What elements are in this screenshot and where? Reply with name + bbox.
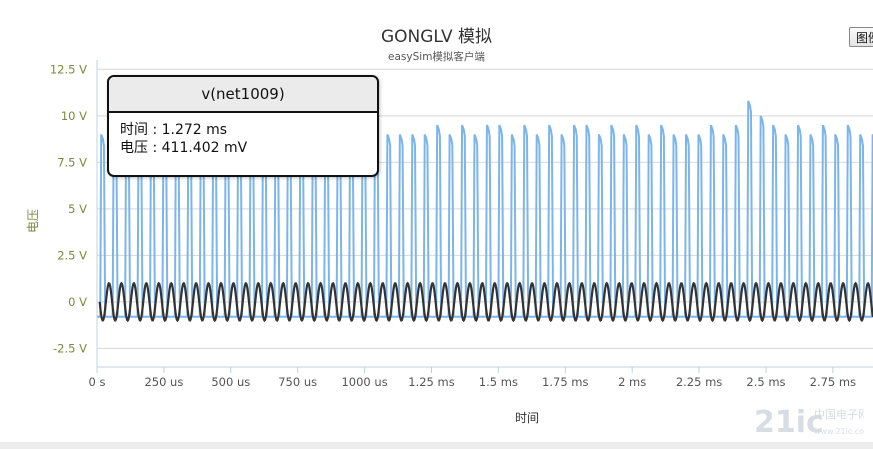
series-line-sine: [98, 281, 873, 323]
y-tick-label: 10 V: [61, 109, 87, 123]
y-axis-label: 电压: [26, 209, 40, 233]
y-tick-label: 0 V: [68, 295, 87, 309]
y-tick-label: 7.5 V: [57, 155, 87, 169]
x-tick-label: 250 us: [144, 375, 183, 389]
x-tick-label: 1000 us: [341, 375, 387, 389]
chart-subtitle: easySim模拟客户端: [388, 51, 485, 63]
x-tick-label: 1.75 ms: [542, 375, 588, 389]
legend-button[interactable]: 图例: [849, 27, 873, 47]
tooltip-series-name: v(net1009): [109, 77, 377, 113]
y-tick-label: 5 V: [68, 202, 87, 216]
y-tick-label: 12.5 V: [50, 62, 87, 76]
tooltip-voltage-label: 电压: [120, 140, 148, 156]
chart-title: GONGLV 模拟: [380, 27, 493, 47]
x-tick-label: 0 s: [89, 375, 106, 389]
x-tick-label: 1.5 ms: [479, 375, 518, 389]
watermark-url: www.21ic.com: [814, 427, 864, 436]
watermark-subtext: 中国电子网: [814, 408, 864, 421]
tick-labels: 12.5 V 10 V 7.5 V 5 V 2.5 V 0 V -2.5 V 0 s 250 u…: [50, 62, 856, 389]
watermark-text: 21ic: [754, 405, 824, 440]
x-tick-label: 2.75 ms: [810, 375, 856, 389]
data-tooltip: v(net1009) 时间 : 1.272 ms 电压 : 411.402 mV: [107, 75, 379, 177]
y-tick-label: 2.5 V: [57, 248, 87, 262]
x-tick-label: 2.5 ms: [746, 375, 785, 389]
x-axis-label: 时间: [515, 411, 539, 425]
tooltip-time-row: 时间 : 1.272 ms: [120, 122, 228, 138]
y-tick-label: -2.5 V: [53, 341, 87, 355]
footer-band: [0, 442, 873, 449]
tooltip-voltage-row: 电压 : 411.402 mV: [120, 140, 248, 156]
x-tick-label: 2 ms: [618, 375, 646, 389]
tooltip-time-label: 时间: [120, 122, 148, 138]
x-tick-label: 500 us: [211, 375, 250, 389]
x-tick-label: 750 us: [278, 375, 317, 389]
x-tick-label: 2.25 ms: [676, 375, 722, 389]
tooltip-voltage-value: 411.402 mV: [161, 140, 248, 156]
tooltip-time-value: 1.272 ms: [161, 122, 228, 138]
x-tick-label: 1.25 ms: [408, 375, 454, 389]
watermark-logo: 21ic 中国电子网 www.21ic.com: [754, 405, 864, 440]
